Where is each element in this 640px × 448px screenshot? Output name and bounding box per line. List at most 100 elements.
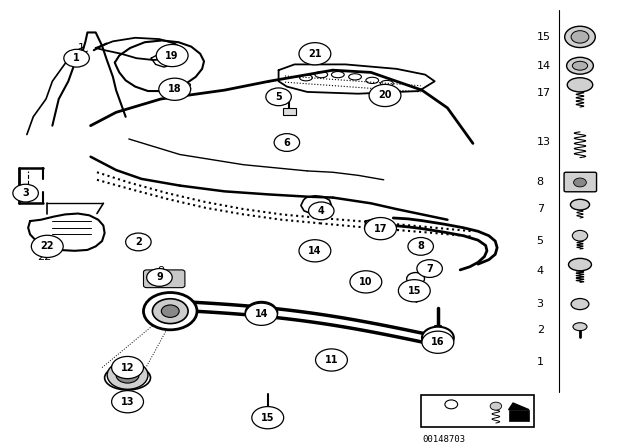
Text: 12: 12 xyxy=(121,362,134,373)
Text: 16: 16 xyxy=(431,337,445,347)
Text: 7: 7 xyxy=(537,204,544,214)
Circle shape xyxy=(31,235,63,258)
Circle shape xyxy=(152,299,188,323)
Ellipse shape xyxy=(564,26,595,47)
Ellipse shape xyxy=(570,199,589,210)
Circle shape xyxy=(299,43,331,65)
Circle shape xyxy=(398,280,430,302)
Text: 13: 13 xyxy=(121,397,134,407)
Circle shape xyxy=(308,202,334,220)
Text: 17: 17 xyxy=(537,88,551,98)
Bar xyxy=(509,409,529,421)
Circle shape xyxy=(445,400,458,409)
Circle shape xyxy=(408,237,433,255)
Ellipse shape xyxy=(355,276,381,288)
Ellipse shape xyxy=(417,244,427,249)
Circle shape xyxy=(573,178,586,187)
Circle shape xyxy=(159,78,191,100)
Circle shape xyxy=(253,307,269,319)
Text: 10: 10 xyxy=(363,282,377,292)
Circle shape xyxy=(64,49,90,67)
Ellipse shape xyxy=(104,366,150,390)
Circle shape xyxy=(255,409,280,426)
Circle shape xyxy=(161,305,179,317)
Circle shape xyxy=(422,327,454,349)
Text: 11: 11 xyxy=(324,355,338,365)
Circle shape xyxy=(13,184,38,202)
Circle shape xyxy=(406,272,424,285)
Ellipse shape xyxy=(571,298,589,310)
Circle shape xyxy=(572,230,588,241)
Circle shape xyxy=(417,260,442,277)
Text: 20: 20 xyxy=(378,90,392,100)
Text: 5: 5 xyxy=(275,92,282,102)
Circle shape xyxy=(156,44,188,67)
Ellipse shape xyxy=(422,265,436,272)
Polygon shape xyxy=(509,403,529,409)
Bar xyxy=(420,396,534,427)
Circle shape xyxy=(274,134,300,151)
Circle shape xyxy=(122,371,132,379)
Circle shape xyxy=(299,240,331,262)
Circle shape xyxy=(369,84,401,107)
Text: 21: 21 xyxy=(308,49,322,59)
Ellipse shape xyxy=(566,57,593,74)
Circle shape xyxy=(350,271,382,293)
Text: 15: 15 xyxy=(408,286,421,296)
Ellipse shape xyxy=(573,323,587,331)
Circle shape xyxy=(107,361,148,389)
Ellipse shape xyxy=(413,241,431,251)
Text: 22: 22 xyxy=(40,241,54,251)
Text: 4: 4 xyxy=(537,266,544,276)
Text: 8: 8 xyxy=(537,177,544,187)
Circle shape xyxy=(143,293,197,330)
Text: 9: 9 xyxy=(157,266,164,276)
Text: 3: 3 xyxy=(22,188,29,198)
FancyBboxPatch shape xyxy=(564,172,596,192)
Circle shape xyxy=(125,233,151,251)
Circle shape xyxy=(111,357,143,379)
Text: 9: 9 xyxy=(156,272,163,282)
Text: 00148703: 00148703 xyxy=(422,435,465,444)
Text: 14: 14 xyxy=(308,246,322,256)
Circle shape xyxy=(490,402,502,410)
Circle shape xyxy=(365,218,396,240)
Text: 18: 18 xyxy=(179,83,193,93)
Ellipse shape xyxy=(567,78,593,92)
Bar xyxy=(283,108,296,115)
Text: 5: 5 xyxy=(537,236,543,246)
Text: 19: 19 xyxy=(467,400,480,409)
Text: 13: 13 xyxy=(537,137,550,147)
Text: 4: 4 xyxy=(318,206,324,216)
Text: 20: 20 xyxy=(386,89,401,99)
Text: 17: 17 xyxy=(374,224,387,233)
Ellipse shape xyxy=(572,61,588,70)
Circle shape xyxy=(116,367,139,383)
Text: 6: 6 xyxy=(284,138,290,147)
Text: 10: 10 xyxy=(359,277,372,287)
Ellipse shape xyxy=(273,94,284,99)
Text: 19: 19 xyxy=(165,51,179,60)
Text: 7: 7 xyxy=(426,263,433,274)
Text: 15: 15 xyxy=(537,32,550,42)
Ellipse shape xyxy=(568,258,591,271)
Circle shape xyxy=(111,391,143,413)
Circle shape xyxy=(147,268,172,286)
Text: 1: 1 xyxy=(78,43,85,53)
Circle shape xyxy=(422,331,454,353)
Circle shape xyxy=(252,407,284,429)
Text: 21: 21 xyxy=(427,400,440,409)
Ellipse shape xyxy=(571,30,589,43)
Text: 3: 3 xyxy=(537,299,543,309)
Text: 2: 2 xyxy=(135,237,142,247)
Text: 14: 14 xyxy=(537,61,551,71)
Text: 1: 1 xyxy=(73,53,80,63)
Circle shape xyxy=(429,332,446,344)
Text: 1: 1 xyxy=(537,357,543,367)
Circle shape xyxy=(316,349,348,371)
FancyBboxPatch shape xyxy=(143,270,185,288)
Circle shape xyxy=(246,303,277,325)
Text: 8: 8 xyxy=(417,241,424,251)
Circle shape xyxy=(266,88,291,106)
Text: 22: 22 xyxy=(38,252,52,262)
